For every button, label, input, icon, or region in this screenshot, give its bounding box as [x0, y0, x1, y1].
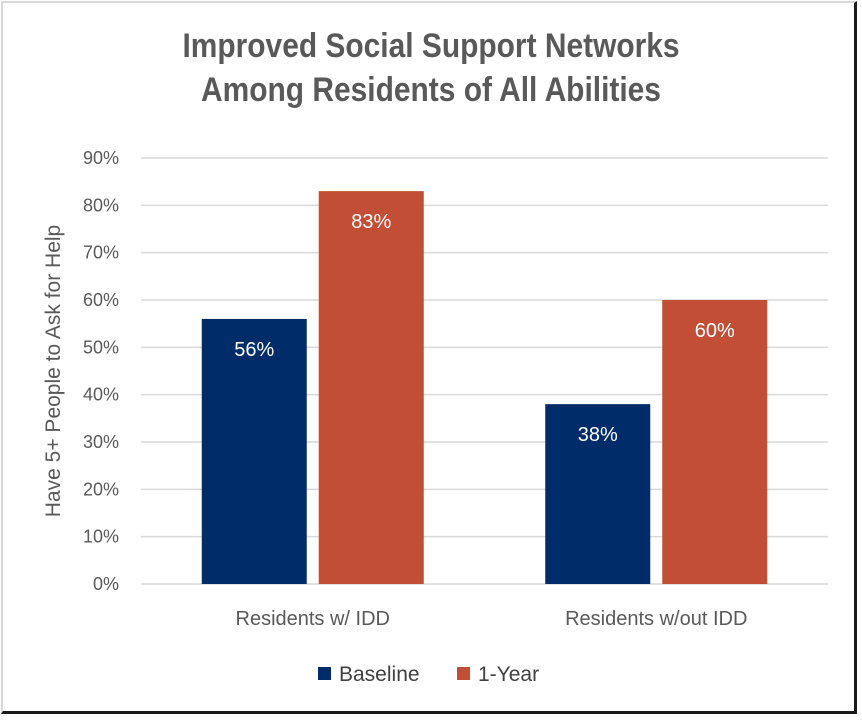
data-label: 56%: [234, 339, 274, 361]
y-tick-label: 10%: [83, 527, 119, 547]
data-label: 83%: [351, 211, 391, 233]
y-axis-ticks: 0% 10% 20% 30% 40% 50% 60% 70% 80% 90%: [83, 148, 119, 594]
chart-title-line-2: Among Residents of All Abilities: [201, 71, 661, 109]
bar-baseline: [201, 318, 307, 584]
y-tick-label: 0%: [93, 574, 119, 594]
chart-title-line-1: Improved Social Support Networks: [182, 27, 680, 65]
data-label: 38%: [578, 424, 618, 446]
data-label: 60%: [695, 320, 735, 342]
x-axis-categories: Residents w/ IDD Residents w/out IDD: [236, 608, 748, 630]
legend-swatch: [457, 667, 470, 680]
bar-1-year: [662, 300, 768, 584]
chart-title: Improved Social Support Networks Among R…: [52, 24, 811, 112]
y-tick-label: 50%: [83, 337, 119, 357]
y-tick-label: 20%: [83, 479, 119, 499]
legend: Baseline 1-Year: [318, 663, 539, 686]
y-tick-label: 40%: [83, 385, 119, 405]
x-category-label: Residents w/ IDD: [236, 608, 391, 630]
bar-baseline: [545, 404, 651, 584]
legend-label: 1-Year: [478, 663, 539, 686]
y-axis-label: Have 5+ People to Ask for Help: [42, 225, 65, 517]
legend-swatch: [318, 667, 331, 680]
y-tick-label: 60%: [83, 290, 119, 310]
legend-label: Baseline: [339, 663, 420, 686]
bars: [201, 191, 768, 584]
data-labels: 56% 83% 38% 60%: [234, 211, 735, 446]
bar-1-year: [318, 191, 424, 584]
y-tick-label: 70%: [83, 243, 119, 263]
x-category-label: Residents w/out IDD: [565, 608, 747, 630]
y-tick-label: 90%: [83, 148, 119, 168]
y-tick-label: 30%: [83, 432, 119, 452]
y-tick-label: 80%: [83, 195, 119, 215]
